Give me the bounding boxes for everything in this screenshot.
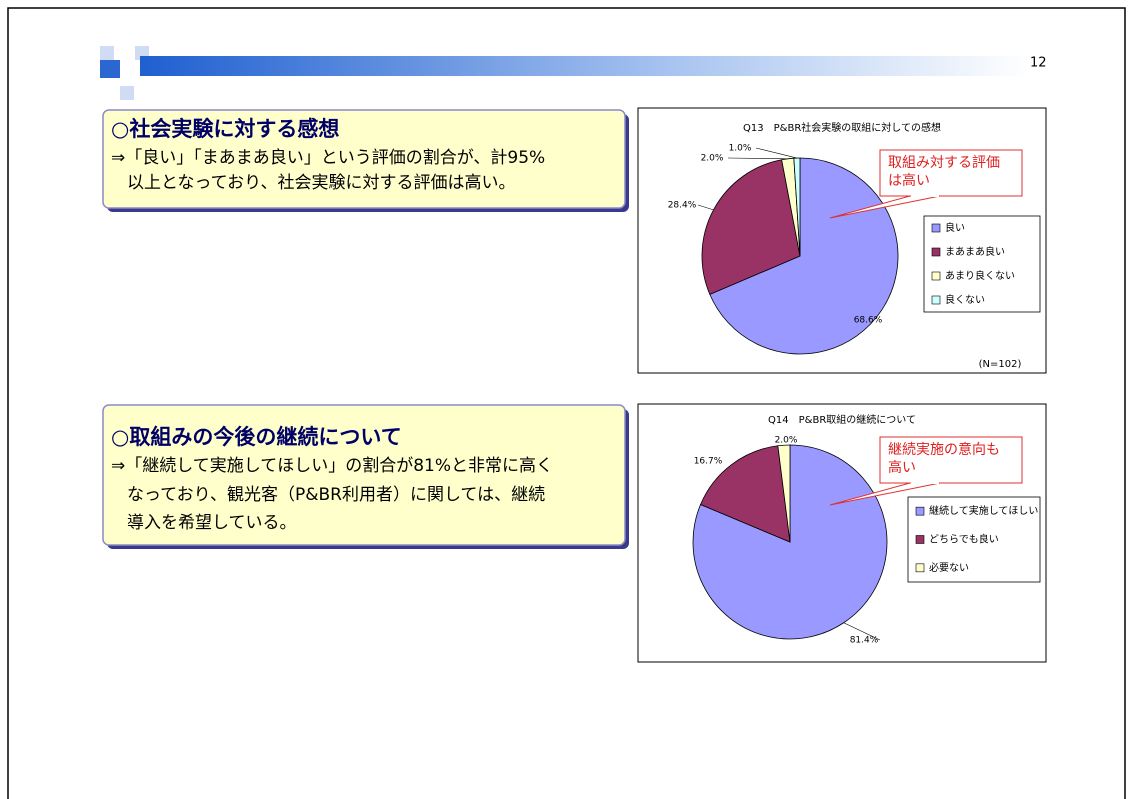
section-heading: ○社会実験に対する感想 <box>111 117 339 141</box>
leader-line <box>727 157 788 160</box>
callout-box <box>879 436 1023 484</box>
legend-swatch <box>931 223 941 233</box>
slice-label: 2.0% <box>701 154 724 164</box>
legend-swatch <box>931 247 941 257</box>
callout-text: 取組み対する評価 <box>888 155 1000 171</box>
section-text: ⇒「良い」「まあまあ良い」という評価の割合が、計95% <box>111 148 545 168</box>
legend-label: 良い <box>945 221 965 234</box>
slice-label: 68.6% <box>854 316 883 326</box>
leader-line <box>843 622 881 641</box>
leader-line <box>755 147 797 159</box>
legend-label: 良くない <box>945 293 985 306</box>
page-number: 12 <box>1030 56 1047 71</box>
legend-label: 必要ない <box>929 561 969 574</box>
legend-box <box>923 215 1041 313</box>
slice-label: 2.0% <box>775 436 798 446</box>
legend-box <box>907 496 1041 583</box>
callout-text: は高い <box>888 172 930 189</box>
section-text: ⇒「継続して実施してほしい」の割合が81%と非常に高く <box>111 456 553 476</box>
section-text: なっており、観光客（P&BR利用者）に関しては、継続 <box>127 485 545 505</box>
legend-swatch <box>931 295 941 305</box>
slice-label: 81.4% <box>850 636 879 646</box>
text-box <box>102 109 626 209</box>
chart-note: (N=102) <box>979 359 1022 370</box>
legend-label: 継続して実施してほしい <box>929 504 1038 517</box>
legend-swatch <box>915 563 925 573</box>
header-decoration <box>100 46 1030 100</box>
callout-box <box>879 149 1023 197</box>
section-text: 以上となっており、社会実験に対する評価は高い。 <box>127 173 515 193</box>
pie-slice <box>700 445 791 543</box>
slice-label: 1.0% <box>729 144 752 154</box>
slice-label: 16.7% <box>694 457 723 467</box>
section-text: 導入を希望している。 <box>127 513 297 533</box>
pie-slice <box>709 157 899 355</box>
leader-line <box>697 204 714 211</box>
chart-title: Q13 P&BR社会実験の取組に対しての感想 <box>743 121 941 134</box>
legend-label: どちらでも良い <box>929 533 999 546</box>
legend-label: まあまあ良い <box>945 245 1005 258</box>
slice-label: 28.4% <box>668 201 697 211</box>
text-box <box>102 404 626 546</box>
pie-slice <box>793 157 801 257</box>
section-heading: ○取組みの今後の継続について <box>111 425 402 449</box>
legend-swatch <box>915 535 925 544</box>
pie-slice <box>777 444 791 543</box>
callout-text: 継続実施の意向も <box>888 441 1000 458</box>
legend-swatch <box>931 271 941 281</box>
callout-text: 高い <box>888 459 916 476</box>
slide-frame <box>7 7 1126 799</box>
legend-swatch <box>915 506 925 516</box>
legend-label: あまり良くない <box>945 269 1015 282</box>
chart-title: Q14 P&BR取組の継続について <box>768 413 916 426</box>
